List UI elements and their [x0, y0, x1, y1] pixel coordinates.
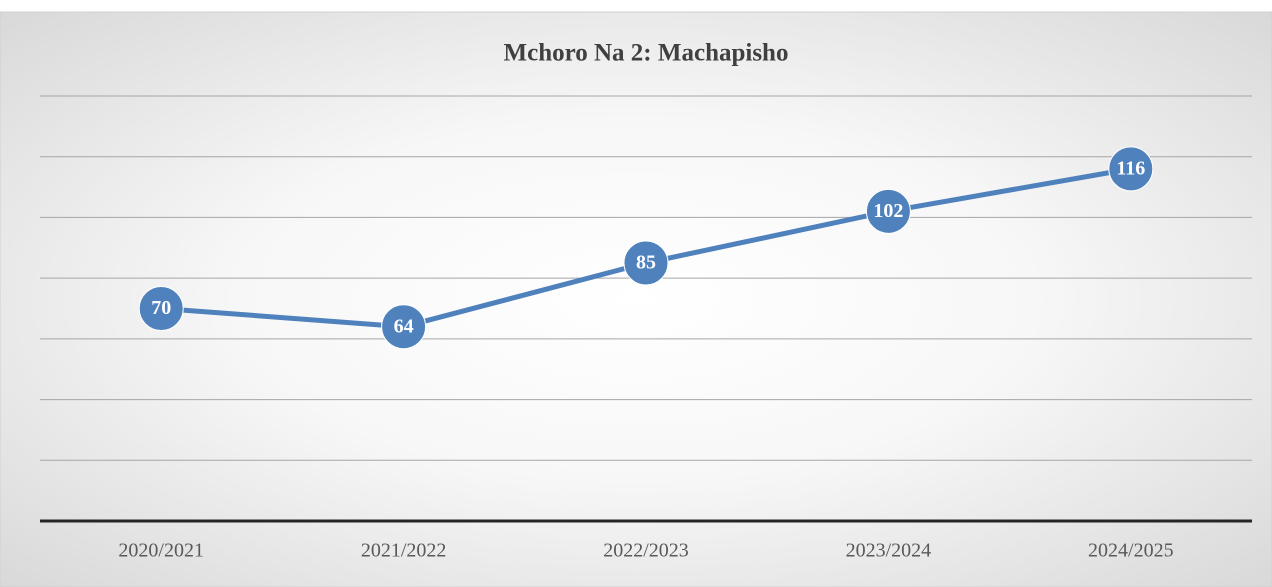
- data-point: [381, 304, 427, 350]
- data-point: [138, 286, 184, 331]
- data-point: [865, 188, 911, 234]
- x-tick-label: 2023/2024: [846, 540, 932, 562]
- x-tick-label: 2022/2023: [603, 540, 689, 562]
- data-label: 102: [873, 200, 903, 222]
- chart-background: [0, 11, 1272, 587]
- chart-title: Mchoro Na 2: Machapisho: [504, 40, 789, 67]
- data-point: [1108, 146, 1154, 192]
- data-point: [623, 240, 669, 286]
- x-tick-label: 2024/2025: [1088, 540, 1174, 562]
- data-label: 85: [636, 252, 656, 274]
- data-label: 70: [151, 297, 171, 319]
- x-tick-label: 2021/2022: [361, 540, 447, 562]
- data-label: 116: [1116, 157, 1145, 179]
- x-tick-label: 2020/2021: [118, 540, 204, 562]
- data-label: 64: [394, 315, 414, 337]
